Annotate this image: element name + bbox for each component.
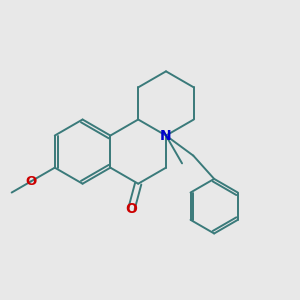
- Text: N: N: [160, 129, 172, 142]
- Text: O: O: [126, 202, 137, 215]
- Text: O: O: [26, 175, 37, 188]
